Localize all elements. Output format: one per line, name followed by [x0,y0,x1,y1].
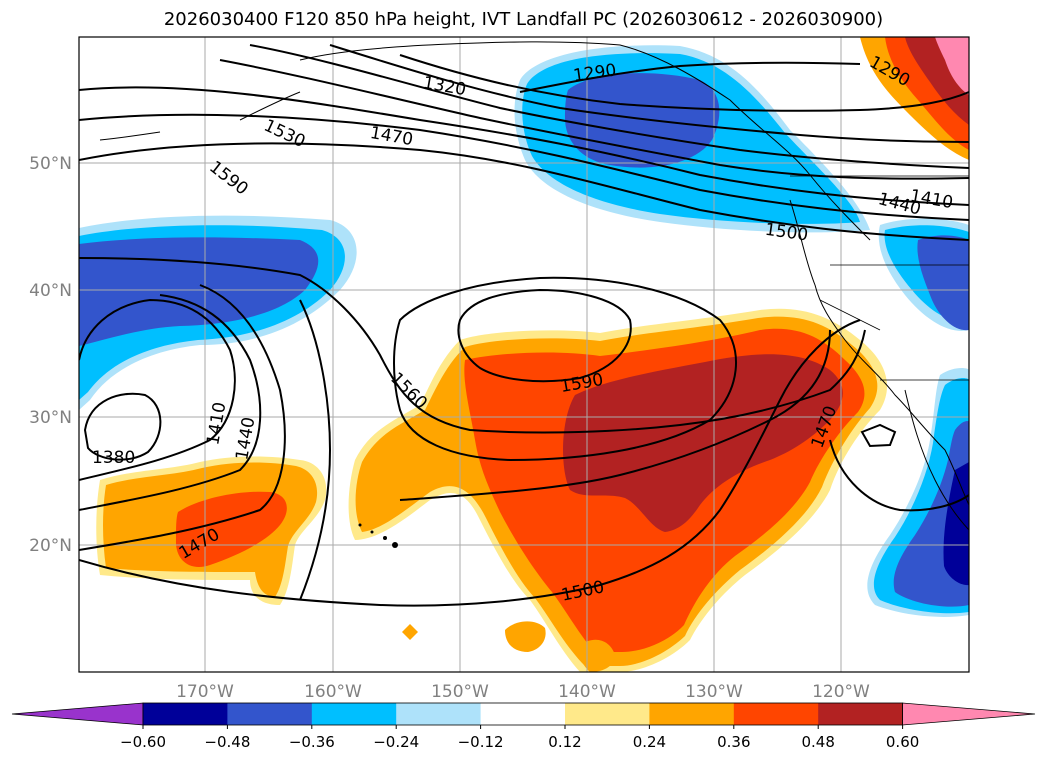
lat-tick-label: 30°N [29,408,72,428]
negative-anomaly-east [867,218,969,617]
colorbar-tick-label: −0.48 [204,733,250,751]
map-field: 1320 1290 1290 1470 1530 1590 1440 1410 … [79,37,969,672]
positive-anomaly-ne [860,37,969,160]
colorbar-tick-label: −0.24 [373,733,419,751]
colorbar-tick-label: 0.60 [886,733,919,751]
colorbar-tick-label: 0.36 [717,733,750,751]
positive-anomaly-small-a [505,621,546,652]
colorbar: −0.60 −0.48 −0.36 −0.24 −0.12 0.12 0.24 0.36 0.4… [11,702,1036,751]
colorbar-tick-label: −0.36 [289,733,335,751]
colorbar-segment [311,703,397,725]
colorbar-segment [649,703,735,725]
colorbar-tick-label: −0.12 [458,733,504,751]
positive-anomaly-small-c [402,624,418,640]
colorbar-arrow-left [11,702,144,726]
colorbar-segment [733,703,819,725]
colorbar-frame [142,702,903,726]
colorbar-segment [818,703,904,725]
lat-tick-label: 50°N [29,154,72,174]
colorbar-segment [143,703,228,725]
height-contours [79,44,969,607]
colorbar-segment [227,703,313,725]
colorbar-tick-label: 0.24 [633,733,666,751]
colorbar-tick-label: 0.48 [801,733,834,751]
colorbar-tick-label: −0.60 [120,733,166,751]
lat-axis: 50°N 40°N 30°N 20°N [29,154,72,556]
colorbar-arrow-right [902,702,1036,726]
contour-label: 1380 [92,448,135,468]
lat-tick-label: 20°N [29,536,72,556]
gridlines [79,37,969,672]
lon-axis: 170°W 160°W 150°W 140°W 130°W 120°W [176,682,870,702]
lon-tick-label: 160°W [304,682,362,702]
map-frame [78,36,970,673]
positive-anomaly-small-b [579,639,615,672]
lat-tick-label: 40°N [29,281,72,301]
lon-tick-label: 130°W [685,682,743,702]
lon-tick-label: 120°W [812,682,870,702]
lon-tick-label: 170°W [176,682,234,702]
lon-tick-label: 140°W [558,682,616,702]
islands [358,523,398,548]
colorbar-segment [480,703,566,725]
lon-tick-label: 150°W [431,682,489,702]
negative-anomaly-west [79,215,357,410]
map-title: 2026030400 F120 850 hPa height, IVT Land… [163,9,884,30]
colorbar-segment [396,703,482,725]
colorbar-tick-label: 0.12 [548,733,581,751]
colorbar-segment [565,703,650,725]
